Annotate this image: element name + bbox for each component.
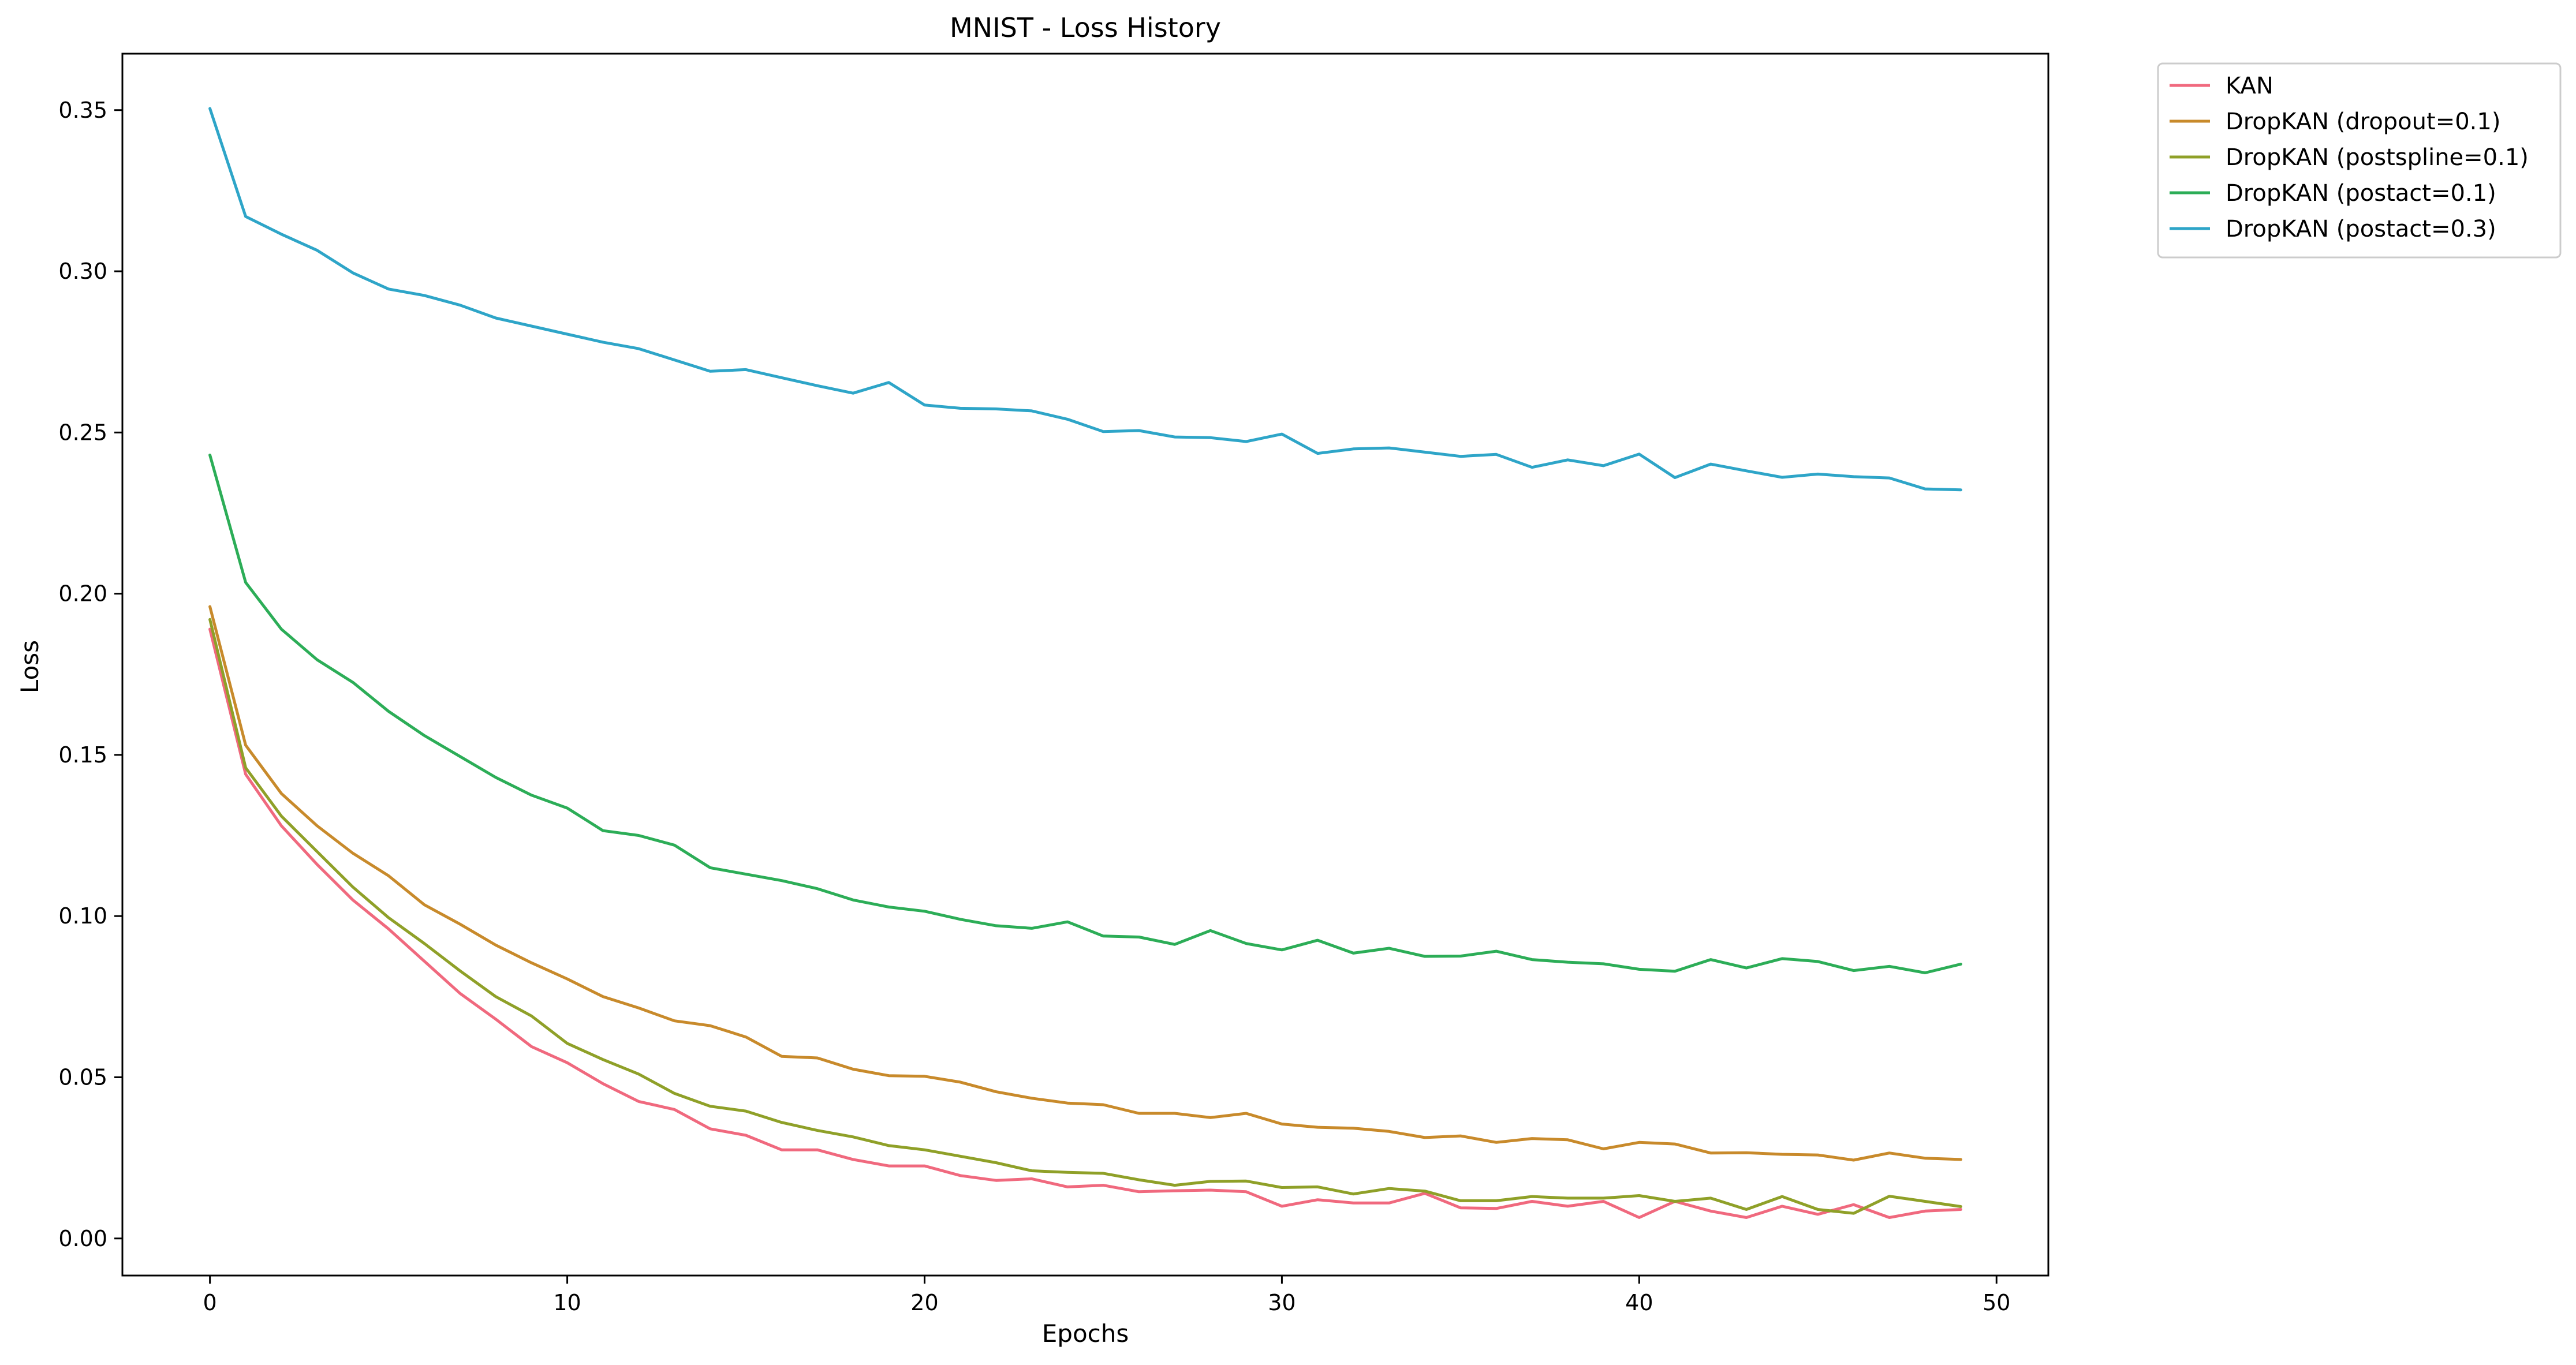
x-tick-label: 40: [1625, 1290, 1653, 1315]
legend-entry-label: DropKAN (dropout=0.1): [2226, 109, 2500, 135]
x-tick-label: 20: [910, 1290, 938, 1315]
series-line-4: [208, 107, 1962, 492]
legend-entry-label: DropKAN (postact=0.3): [2226, 216, 2496, 242]
series-line-3: [208, 453, 1962, 974]
series-line-0: [208, 627, 1962, 1219]
legend-box: [2157, 62, 2562, 259]
x-axis-label: Epochs: [1042, 1319, 1129, 1348]
y-tick-label: 0.15: [58, 742, 107, 768]
series-line-1: [208, 605, 1962, 1162]
axes-ticks: 0 10 20 30 40 50 0.00 0.05 0.10 0.15 0.20 0.25 0.30 0…: [58, 98, 2010, 1315]
y-tick-label: 0.25: [58, 420, 107, 445]
x-tick-label: 30: [1268, 1290, 1296, 1315]
plot-lines: [208, 107, 1962, 1219]
x-tick-label: 50: [1983, 1290, 2010, 1315]
legend: KAN DropKAN (dropout=0.1) DropKAN (postspl…: [2157, 62, 2562, 259]
y-tick-label: 0.10: [58, 903, 107, 929]
y-tick-label: 0.35: [58, 98, 107, 123]
series-line-2: [208, 618, 1962, 1215]
legend-entry-label: KAN: [2226, 73, 2273, 99]
chart-title: MNIST - Loss History: [950, 12, 1221, 43]
y-tick-label: 0.30: [58, 259, 107, 284]
y-tick-label: 0.00: [58, 1226, 107, 1251]
legend-entry-label: DropKAN (postspline=0.1): [2226, 144, 2529, 171]
x-tick-label: 0: [203, 1290, 217, 1315]
y-axis-label: Loss: [16, 640, 44, 693]
y-tick-label: 0.05: [58, 1064, 107, 1090]
legend-entry-label: DropKAN (postact=0.1): [2226, 180, 2496, 207]
plot-area-frame: [121, 53, 2049, 1277]
x-tick-label: 10: [553, 1290, 581, 1315]
y-tick-label: 0.20: [58, 581, 107, 607]
